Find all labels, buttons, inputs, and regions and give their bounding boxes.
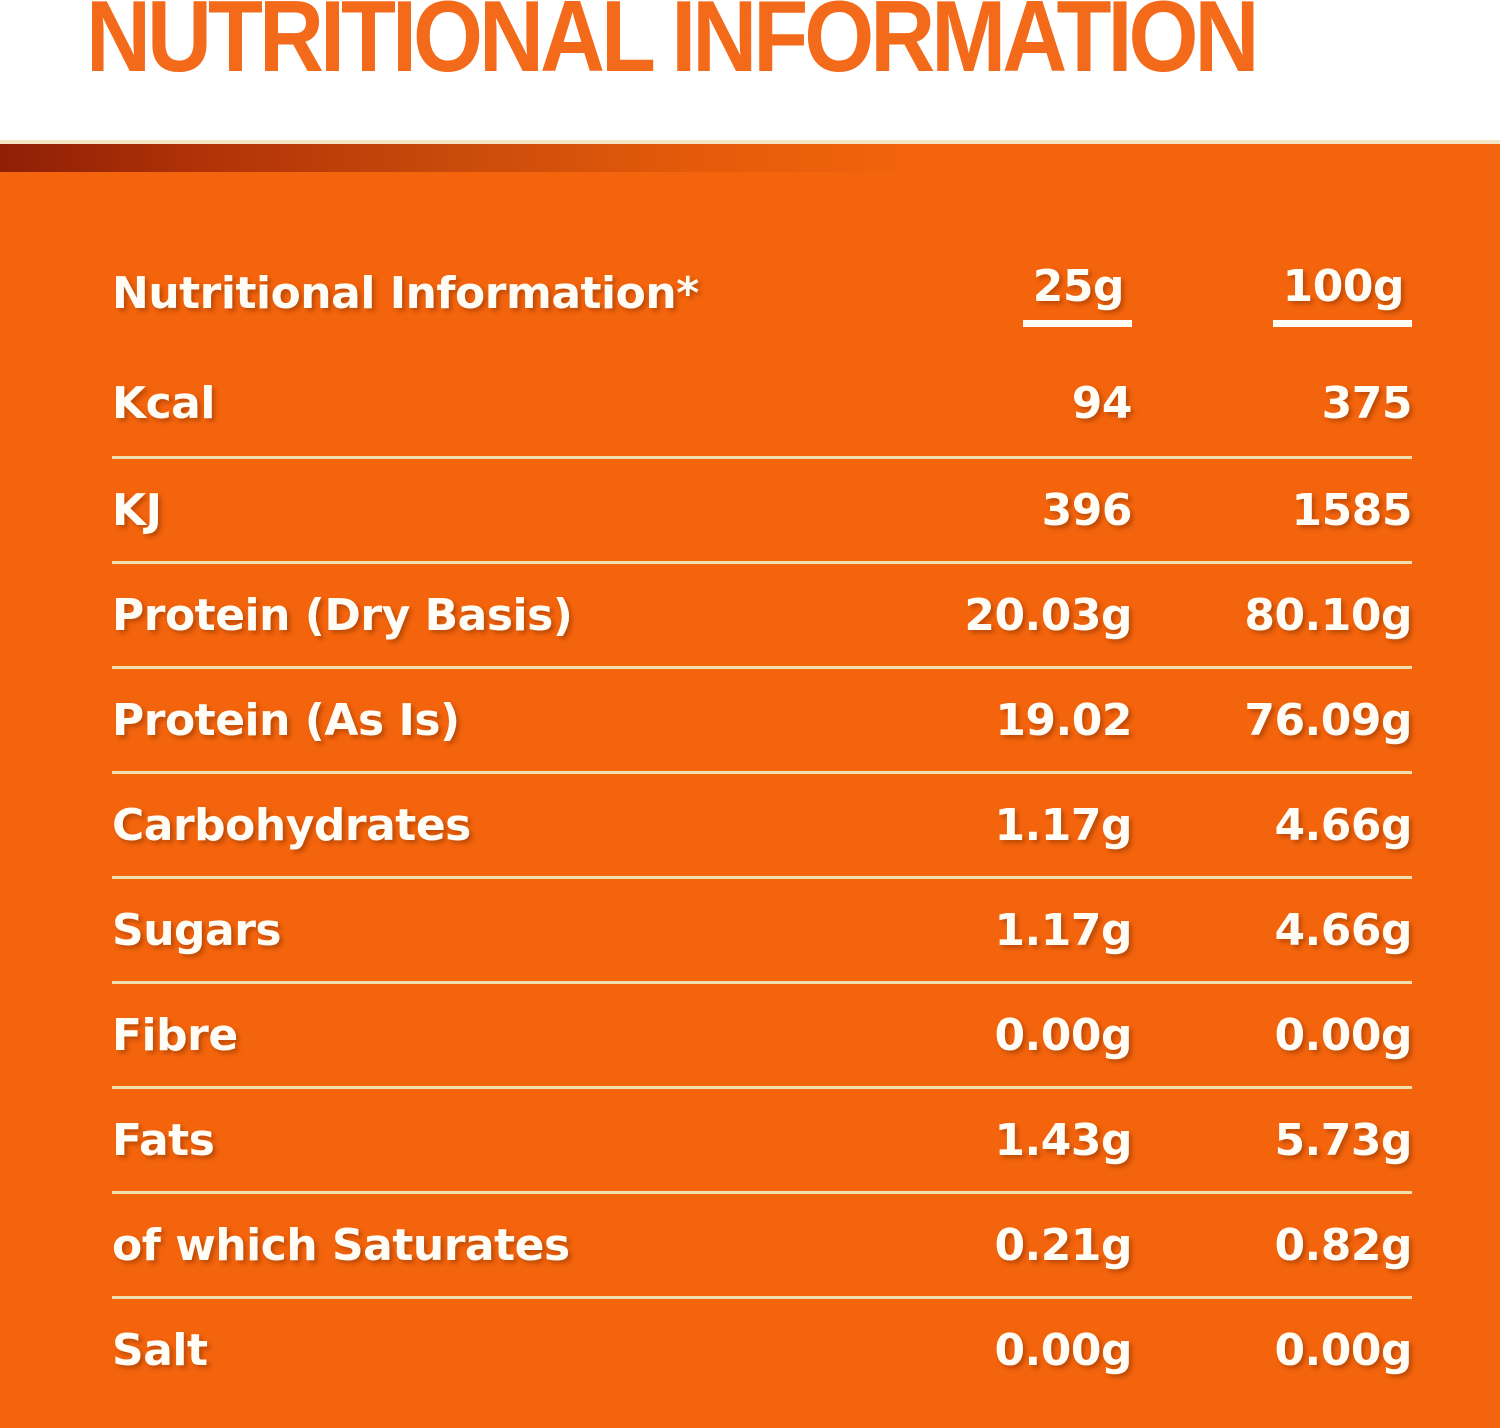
table-row: Fibre 0.00g 0.00g [112,981,1413,1086]
value-25g: 1.43g [994,1114,1132,1166]
column-header-100g: 100g [1272,261,1412,327]
table-row: Fats 1.43g 5.73g [112,1086,1413,1191]
table-row: Carbohydrates 1.17g 4.66g [112,771,1413,876]
column-header-100g-cell: 100g [1132,261,1412,327]
row-label: of which Saturates [112,1219,570,1271]
value-100g: 4.66g [1274,799,1412,851]
value-25g: 0.00g [994,1324,1132,1376]
divider-line [0,140,1500,144]
value-25g: 94 [1071,378,1133,429]
gradient-band [0,144,1500,172]
row-label: Sugars [112,904,282,956]
row-label: Fats [112,1114,215,1166]
value-100g: 0.82g [1274,1219,1412,1271]
value-25g: 396 [1041,484,1133,536]
column-header-25g: 25g [1022,261,1132,327]
nutrition-panel: Nutritional Information* 25g 100g Kcal 94… [0,172,1500,1428]
value-25g: 0.21g [994,1219,1132,1271]
table-body: Kcal 94 375 KJ 396 1585 Protein (Dry Basis) 20.… [112,351,1413,1401]
value-25g: 0.00g [994,1009,1132,1061]
value-25g: 1.17g [994,904,1132,956]
header: NUTRITIONAL INFORMATION [0,0,1500,140]
column-header-25g-cell: 25g [852,261,1132,327]
value-25g: 19.02 [995,694,1132,746]
row-label: Carbohydrates [112,799,471,851]
table-row: KJ 396 1585 [112,456,1413,561]
value-100g: 0.00g [1274,1009,1412,1061]
table-header-label: Nutritional Information* [112,268,699,319]
value-100g: 0.00g [1274,1324,1412,1376]
table-row: Kcal 94 375 [112,351,1413,456]
table-row: Protein (As Is) 19.02 76.09g [112,666,1413,771]
value-100g: 76.09g [1244,694,1412,746]
table-row: Sugars 1.17g 4.66g [112,876,1413,981]
value-25g: 20.03g [964,589,1132,641]
table-row: Protein (Dry Basis) 20.03g 80.10g [112,561,1413,666]
row-label: Kcal [112,378,215,429]
row-label: Protein (As Is) [112,694,460,746]
value-100g: 375 [1321,378,1413,429]
table-row: Salt 0.00g 0.00g [112,1296,1413,1401]
value-25g: 1.17g [994,799,1132,851]
value-100g: 4.66g [1274,904,1412,956]
row-label: Fibre [112,1009,238,1061]
value-100g: 5.73g [1274,1114,1412,1166]
row-label: KJ [112,484,162,536]
row-label: Protein (Dry Basis) [112,589,573,641]
table-row: of which Saturates 0.21g 0.82g [112,1191,1413,1296]
table-header-row: Nutritional Information* 25g 100g [112,236,1412,351]
page-title: NUTRITIONAL INFORMATION [86,0,1260,94]
value-100g: 80.10g [1244,589,1412,641]
row-label: Salt [112,1324,208,1376]
value-100g: 1585 [1291,484,1413,536]
